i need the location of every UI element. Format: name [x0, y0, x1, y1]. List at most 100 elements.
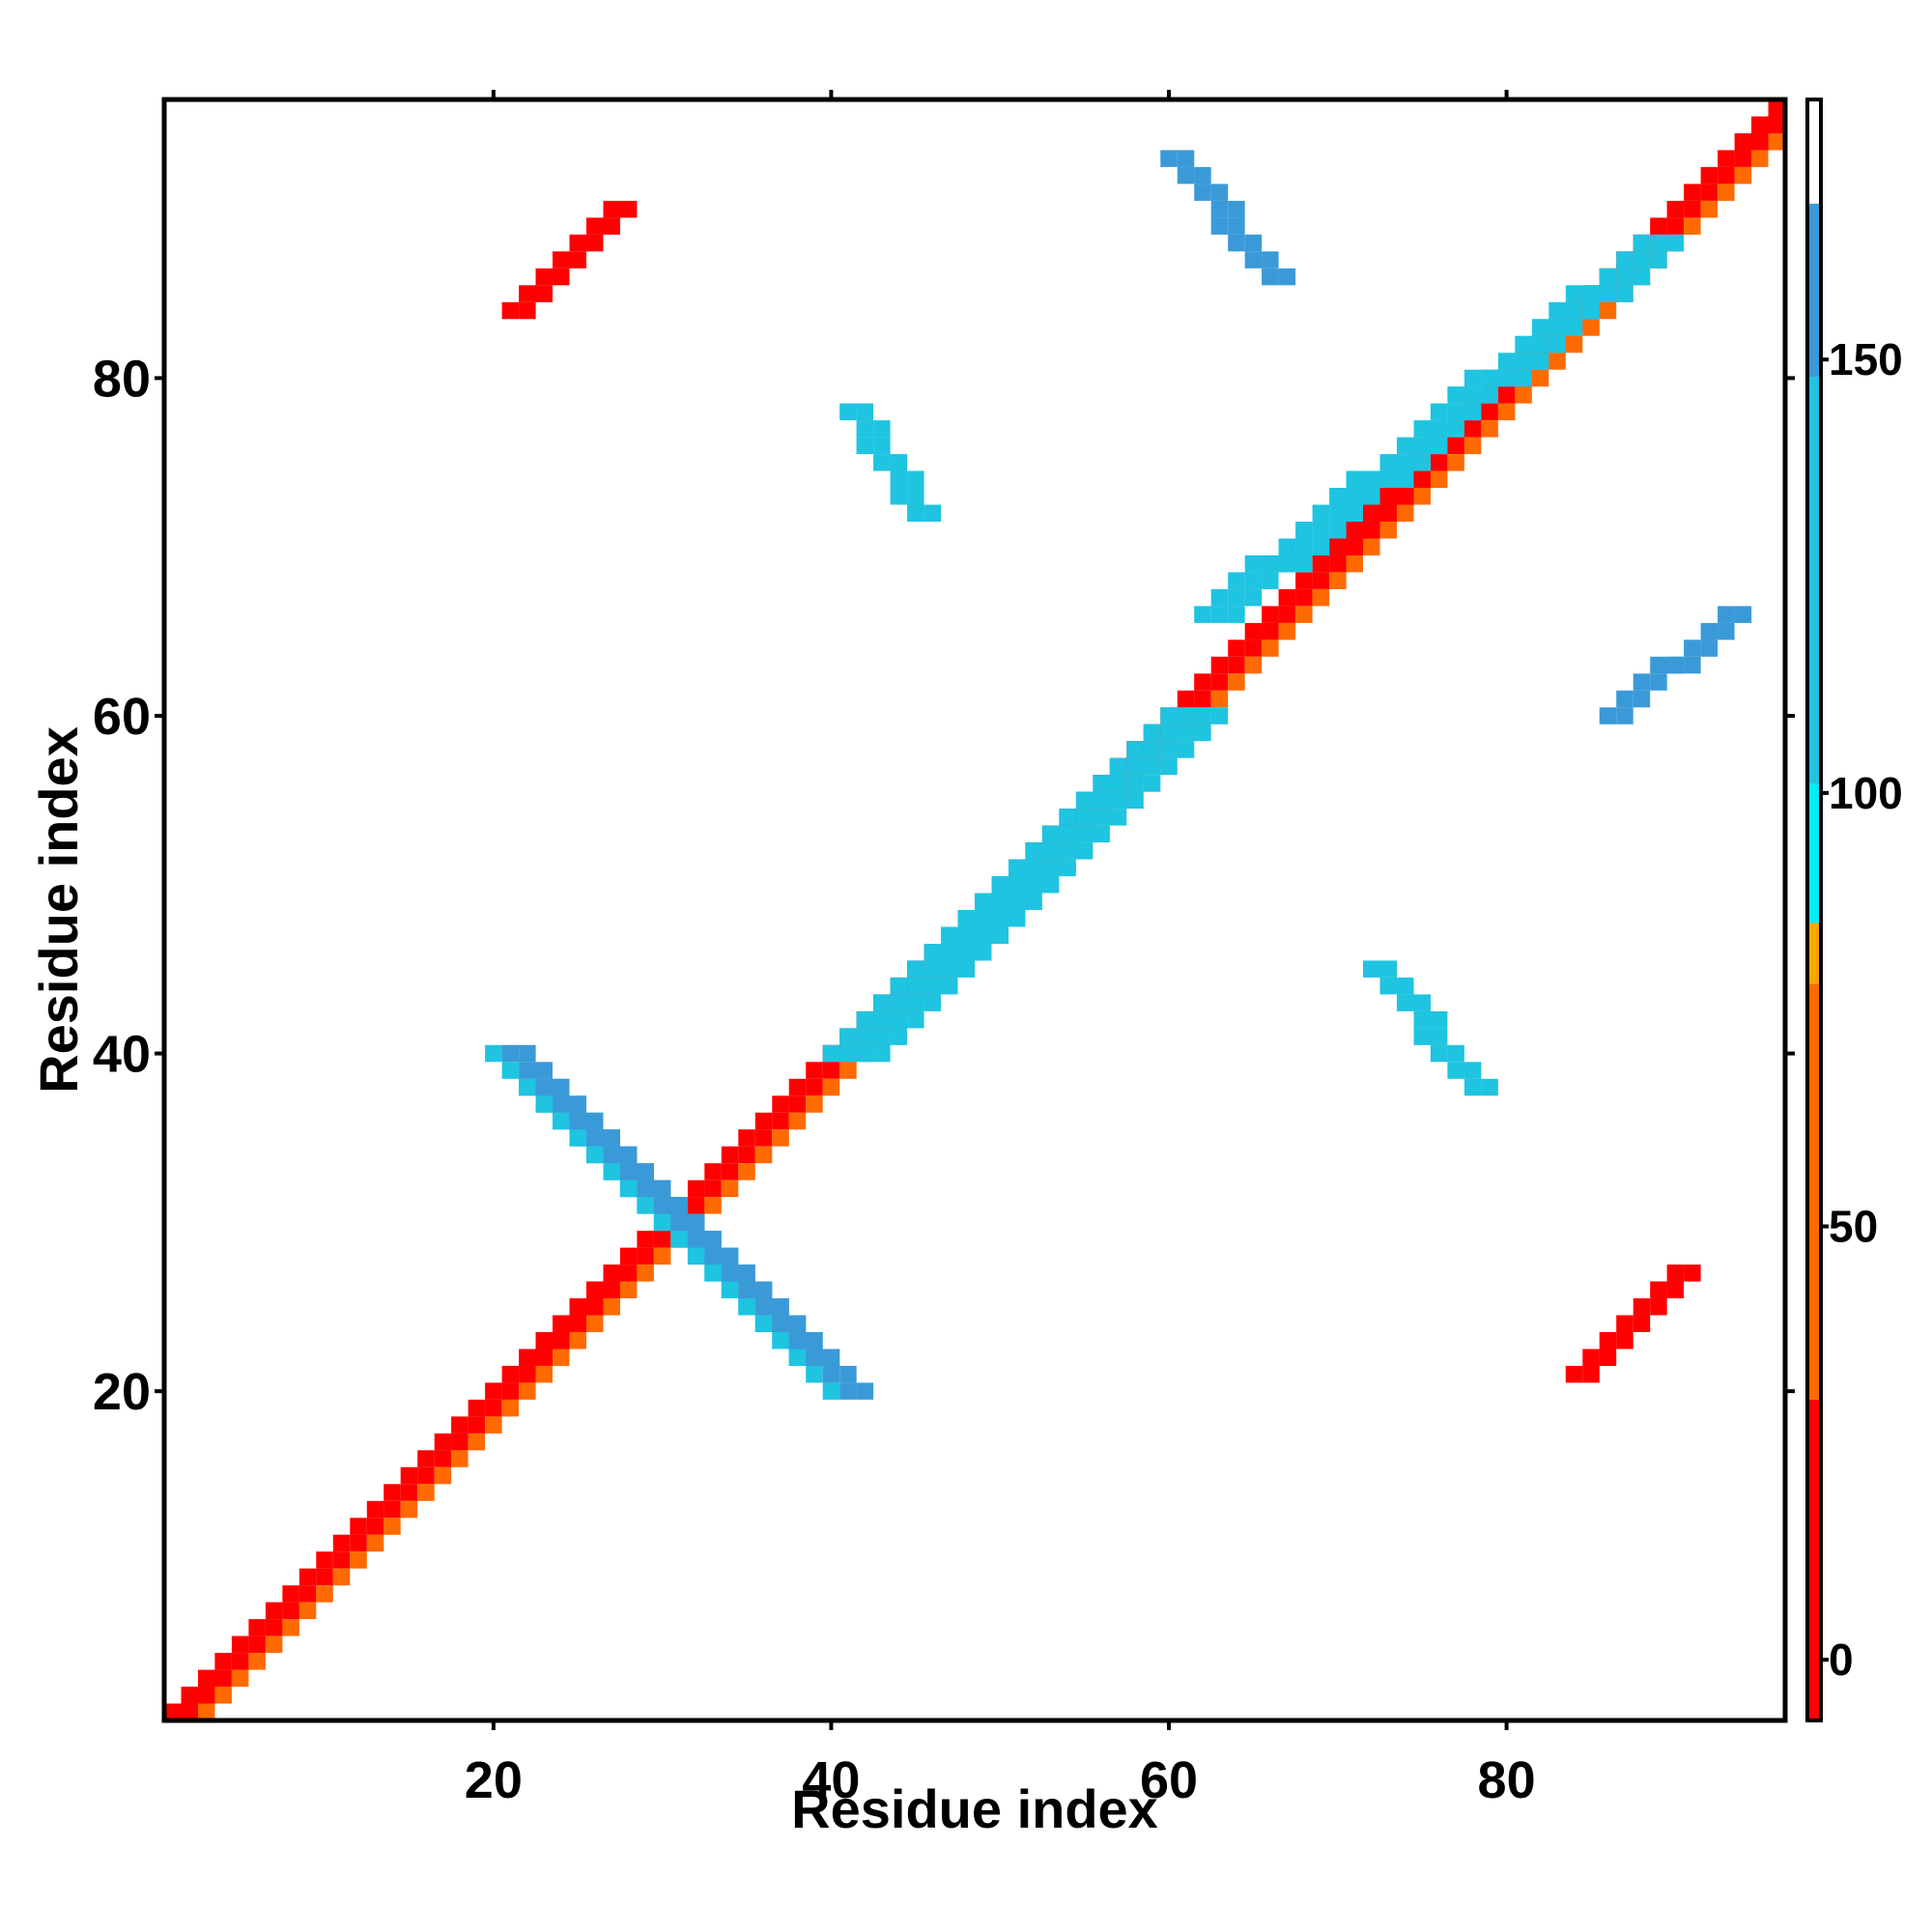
heatmap-cell — [586, 1315, 604, 1332]
heatmap-cell — [1228, 234, 1245, 252]
heatmap-cell — [350, 1551, 367, 1569]
heatmap-cell — [569, 251, 586, 269]
heatmap-cell — [1582, 319, 1600, 336]
heatmap-cell — [282, 1602, 299, 1620]
heatmap-cell — [282, 1619, 299, 1636]
heatmap-cell — [1565, 301, 1583, 320]
heatmap-cell — [1379, 977, 1397, 995]
colorbar-band — [1807, 377, 1821, 784]
heatmap-cell — [603, 217, 620, 235]
heatmap-cell — [198, 1703, 215, 1720]
heatmap-cell — [1768, 133, 1785, 151]
heatmap-cell — [1228, 200, 1245, 218]
heatmap-cell — [468, 1433, 486, 1451]
heatmap-cell — [1160, 707, 1178, 724]
heatmap-cell — [519, 1349, 536, 1366]
heatmap-cell — [1075, 825, 1094, 843]
heatmap-cell — [941, 977, 958, 995]
heatmap-cell — [603, 1281, 620, 1298]
heatmap-cell — [653, 1231, 671, 1248]
heatmap-cell — [1160, 741, 1178, 758]
heatmap-cell — [1210, 217, 1229, 235]
heatmap-cell — [1210, 606, 1229, 623]
y-tick-label: 40 — [93, 1026, 151, 1084]
heatmap-cell — [1684, 1264, 1701, 1282]
heatmap-cell — [1700, 166, 1719, 185]
heatmap-cell — [569, 1298, 586, 1316]
heatmap-cell — [1210, 673, 1229, 691]
heatmap-cell — [265, 1635, 283, 1654]
heatmap-cell — [1041, 825, 1060, 843]
heatmap-cell — [839, 1365, 857, 1383]
heatmap-cell — [653, 1213, 671, 1232]
heatmap-cell — [923, 960, 942, 978]
heatmap-cell — [501, 301, 520, 320]
heatmap-cell — [1059, 809, 1076, 826]
heatmap-cell — [1666, 217, 1685, 235]
heatmap-cell — [1650, 251, 1667, 269]
heatmap-cell — [1430, 420, 1448, 438]
heatmap-cell — [721, 1163, 739, 1180]
heatmap-cell — [586, 1146, 604, 1164]
heatmap-cell — [1143, 741, 1161, 758]
heatmap-cell — [1295, 606, 1313, 623]
heatmap-cell — [1666, 200, 1685, 218]
heatmap-cell — [991, 876, 1009, 894]
heatmap-cell — [1397, 504, 1414, 522]
heatmap-cell — [721, 1281, 739, 1298]
heatmap-cell — [603, 1129, 620, 1147]
heatmap-cell — [265, 1602, 283, 1620]
heatmap-cell — [485, 1382, 502, 1400]
heatmap-cell — [1430, 1028, 1448, 1045]
heatmap-cell — [181, 1687, 198, 1704]
heatmap-cell — [772, 1298, 789, 1316]
heatmap-cell — [619, 1163, 638, 1180]
heatmap-cell — [890, 454, 908, 471]
heatmap-cell — [586, 217, 604, 235]
heatmap-cell — [839, 1382, 857, 1400]
heatmap-cell — [1228, 572, 1245, 589]
heatmap-cell — [1244, 588, 1263, 607]
heatmap-cell — [1093, 809, 1110, 826]
heatmap-cell — [1397, 488, 1414, 505]
heatmap-cell — [198, 1669, 215, 1688]
heatmap-cell — [890, 1028, 908, 1045]
heatmap-cell — [806, 1332, 823, 1350]
heatmap-cell — [501, 1062, 520, 1079]
heatmap-cell — [670, 1213, 688, 1232]
heatmap-cell — [1329, 504, 1347, 522]
heatmap-cell — [569, 1095, 586, 1113]
heatmap-cell — [704, 1163, 722, 1180]
heatmap-cell — [434, 1433, 452, 1451]
heatmap-cell — [1329, 554, 1347, 573]
heatmap-cell — [1041, 876, 1060, 894]
heatmap-cell — [923, 944, 942, 961]
heatmap-cell — [856, 1044, 874, 1063]
heatmap-cell — [941, 960, 958, 978]
heatmap-cell — [1379, 522, 1397, 539]
heatmap-cell — [1075, 791, 1094, 810]
heatmap-cell — [873, 1044, 891, 1063]
heatmap-cell — [1059, 842, 1076, 860]
heatmap-cell — [1666, 1264, 1685, 1282]
heatmap-cell — [298, 1568, 317, 1586]
heatmap-cell — [1262, 268, 1279, 286]
heatmap-cell — [1633, 1298, 1651, 1316]
heatmap-cell — [637, 1163, 654, 1180]
heatmap-cell — [1515, 335, 1532, 354]
heatmap-cell — [839, 403, 857, 421]
x-tick-label: 40 — [802, 1751, 860, 1809]
heatmap-cell — [519, 1365, 536, 1383]
heatmap-cell — [687, 1197, 705, 1214]
heatmap-cell — [603, 1163, 620, 1180]
heatmap-cell — [1093, 825, 1110, 843]
heatmap-cell — [1751, 116, 1769, 133]
heatmap-cell — [822, 1382, 840, 1400]
heatmap-cell — [350, 1518, 367, 1535]
y-tick-label: 80 — [93, 350, 151, 408]
heatmap-cell — [501, 1365, 520, 1383]
heatmap-cell — [1650, 217, 1667, 235]
heatmap-cell — [1616, 707, 1634, 724]
heatmap-cell — [553, 1349, 570, 1366]
heatmap-cell — [501, 1044, 520, 1063]
